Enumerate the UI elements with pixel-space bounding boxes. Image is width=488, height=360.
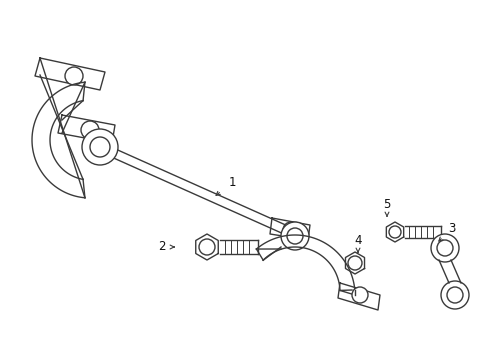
Circle shape — [388, 226, 400, 238]
Circle shape — [351, 287, 367, 303]
Circle shape — [440, 281, 468, 309]
Circle shape — [446, 287, 462, 303]
Text: 5: 5 — [383, 198, 390, 211]
Text: 2: 2 — [158, 240, 165, 253]
Circle shape — [436, 240, 452, 256]
Circle shape — [283, 222, 298, 238]
Circle shape — [281, 222, 308, 250]
Circle shape — [286, 228, 303, 244]
Circle shape — [347, 256, 361, 270]
Circle shape — [82, 129, 118, 165]
Circle shape — [65, 67, 83, 85]
Text: 3: 3 — [447, 221, 455, 234]
Circle shape — [90, 137, 110, 157]
Circle shape — [81, 121, 99, 139]
Circle shape — [199, 239, 215, 255]
Circle shape — [430, 234, 458, 262]
Text: 1: 1 — [228, 175, 235, 189]
Text: 4: 4 — [353, 234, 361, 247]
